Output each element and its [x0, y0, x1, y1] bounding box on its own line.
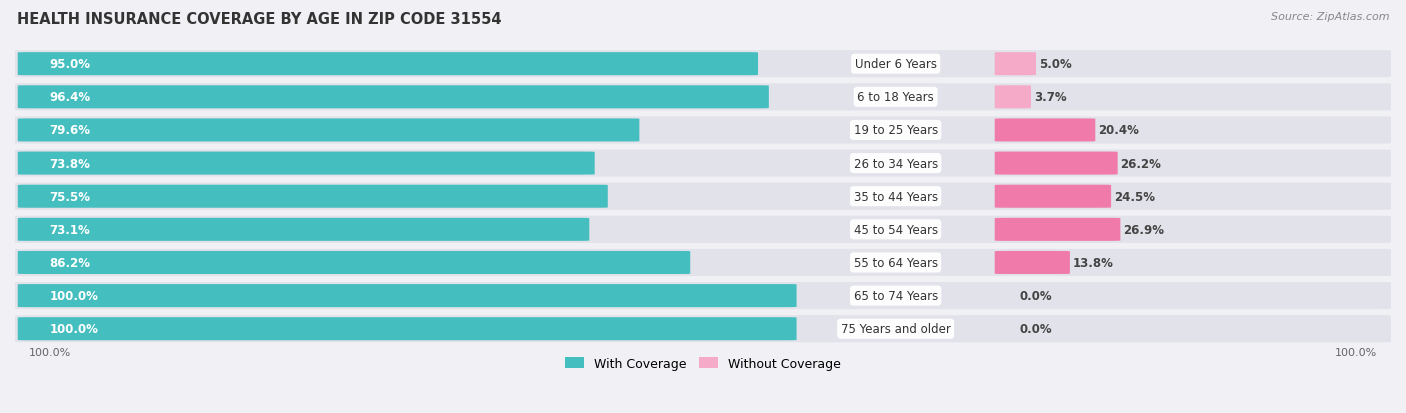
Legend: With Coverage, Without Coverage: With Coverage, Without Coverage [561, 352, 845, 375]
Text: 45 to 54 Years: 45 to 54 Years [853, 223, 938, 236]
FancyBboxPatch shape [18, 185, 607, 208]
FancyBboxPatch shape [15, 150, 1391, 177]
FancyBboxPatch shape [18, 252, 690, 274]
FancyBboxPatch shape [18, 318, 797, 340]
Text: 0.0%: 0.0% [1019, 290, 1052, 302]
FancyBboxPatch shape [15, 117, 1391, 144]
Text: 26 to 34 Years: 26 to 34 Years [853, 157, 938, 170]
Text: HEALTH INSURANCE COVERAGE BY AGE IN ZIP CODE 31554: HEALTH INSURANCE COVERAGE BY AGE IN ZIP … [17, 12, 502, 27]
Text: Source: ZipAtlas.com: Source: ZipAtlas.com [1271, 12, 1389, 22]
Text: 13.8%: 13.8% [1073, 256, 1114, 269]
FancyBboxPatch shape [15, 216, 1391, 243]
FancyBboxPatch shape [18, 53, 758, 76]
Text: 19 to 25 Years: 19 to 25 Years [853, 124, 938, 137]
Text: 100.0%: 100.0% [1334, 347, 1378, 357]
FancyBboxPatch shape [994, 119, 1095, 142]
FancyBboxPatch shape [15, 316, 1391, 342]
Text: 100.0%: 100.0% [49, 290, 98, 302]
Text: 3.7%: 3.7% [1033, 91, 1066, 104]
Text: 75.5%: 75.5% [49, 190, 90, 203]
Text: 55 to 64 Years: 55 to 64 Years [853, 256, 938, 269]
FancyBboxPatch shape [15, 249, 1391, 276]
FancyBboxPatch shape [18, 152, 595, 175]
FancyBboxPatch shape [15, 282, 1391, 309]
Text: 73.8%: 73.8% [49, 157, 90, 170]
FancyBboxPatch shape [994, 218, 1121, 241]
Text: 95.0%: 95.0% [49, 58, 90, 71]
Text: 65 to 74 Years: 65 to 74 Years [853, 290, 938, 302]
Text: 79.6%: 79.6% [49, 124, 90, 137]
FancyBboxPatch shape [994, 152, 1118, 175]
Text: 26.2%: 26.2% [1121, 157, 1161, 170]
Text: 86.2%: 86.2% [49, 256, 90, 269]
FancyBboxPatch shape [15, 183, 1391, 210]
FancyBboxPatch shape [994, 185, 1111, 208]
Text: 6 to 18 Years: 6 to 18 Years [858, 91, 934, 104]
Text: 35 to 44 Years: 35 to 44 Years [853, 190, 938, 203]
FancyBboxPatch shape [994, 86, 1031, 109]
FancyBboxPatch shape [18, 218, 589, 241]
Text: 100.0%: 100.0% [28, 347, 72, 357]
Text: 100.0%: 100.0% [49, 323, 98, 335]
FancyBboxPatch shape [18, 285, 797, 307]
FancyBboxPatch shape [994, 252, 1070, 274]
Text: 73.1%: 73.1% [49, 223, 90, 236]
Text: 96.4%: 96.4% [49, 91, 90, 104]
Text: Under 6 Years: Under 6 Years [855, 58, 936, 71]
FancyBboxPatch shape [994, 53, 1036, 76]
FancyBboxPatch shape [15, 51, 1391, 78]
FancyBboxPatch shape [18, 119, 640, 142]
Text: 24.5%: 24.5% [1114, 190, 1154, 203]
Text: 20.4%: 20.4% [1098, 124, 1139, 137]
Text: 26.9%: 26.9% [1123, 223, 1164, 236]
Text: 0.0%: 0.0% [1019, 323, 1052, 335]
FancyBboxPatch shape [15, 84, 1391, 111]
Text: 5.0%: 5.0% [1039, 58, 1071, 71]
FancyBboxPatch shape [18, 86, 769, 109]
Text: 75 Years and older: 75 Years and older [841, 323, 950, 335]
